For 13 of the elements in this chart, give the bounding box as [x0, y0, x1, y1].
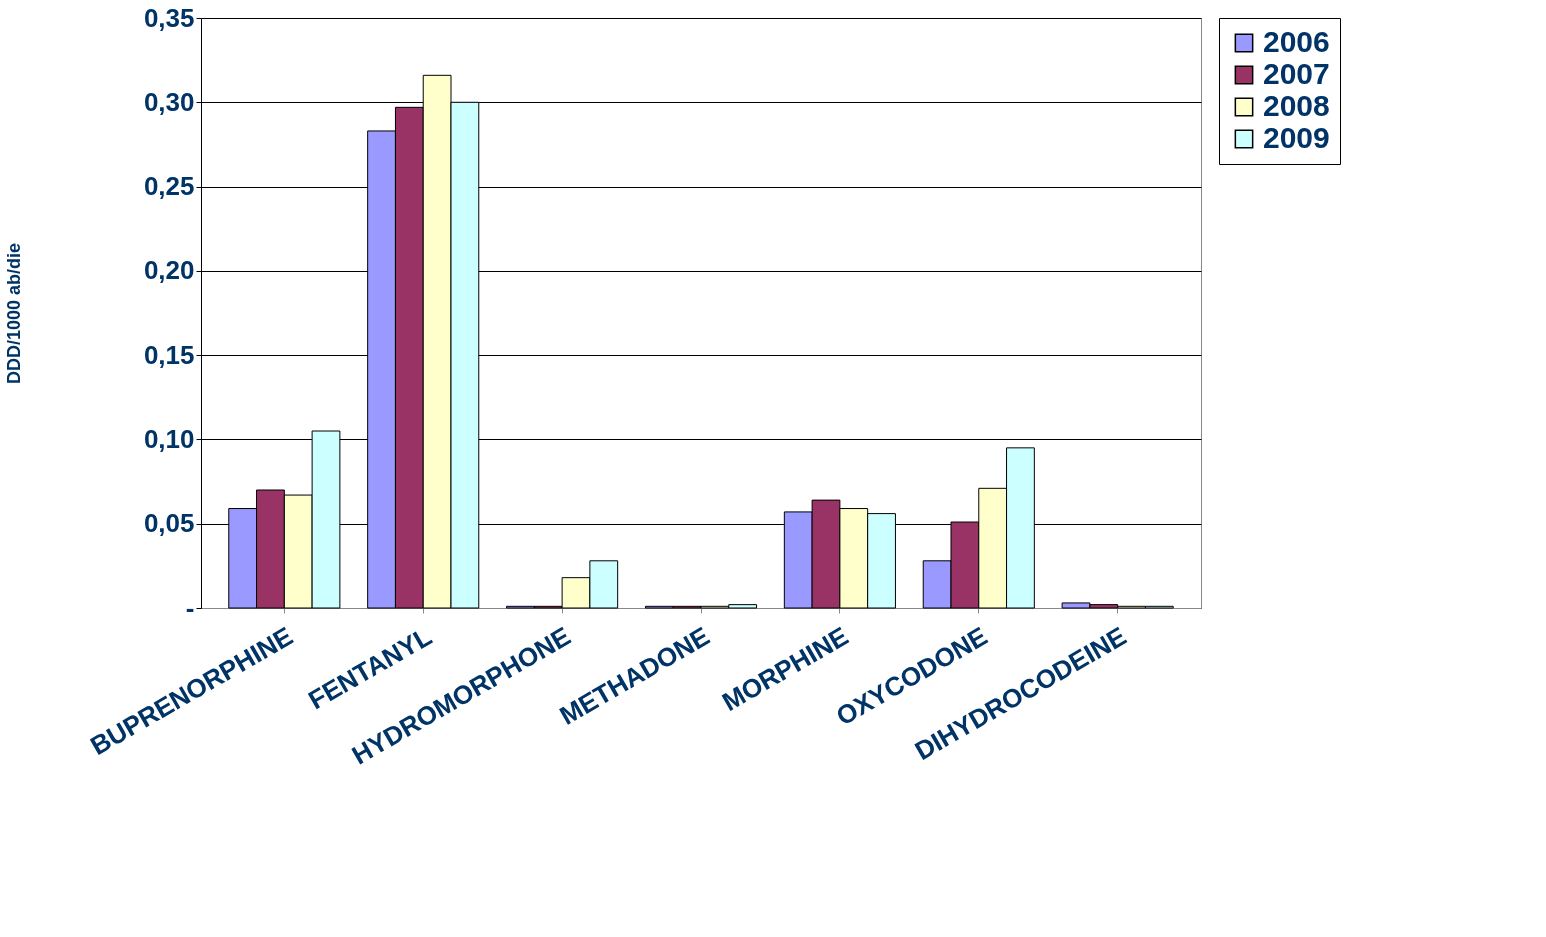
y-axis-title: DDD/1000 ab/die: [3, 242, 24, 385]
y-tick-label: 0,30: [143, 86, 195, 117]
y-tick-label: 0,05: [143, 508, 195, 539]
legend-label: 2008: [1263, 89, 1330, 122]
y-tick-label: -: [185, 592, 195, 623]
legend-label: 2007: [1263, 57, 1330, 90]
legend-label: 2009: [1263, 121, 1330, 154]
y-tick-label: 0,10: [143, 423, 195, 454]
y-tick-label: 0,15: [143, 339, 195, 370]
y-tick-label: 0,25: [143, 171, 195, 202]
legend-label: 2006: [1263, 25, 1330, 58]
y-tick-label: 0,20: [143, 255, 195, 286]
y-tick-label: 0,35: [143, 2, 195, 33]
